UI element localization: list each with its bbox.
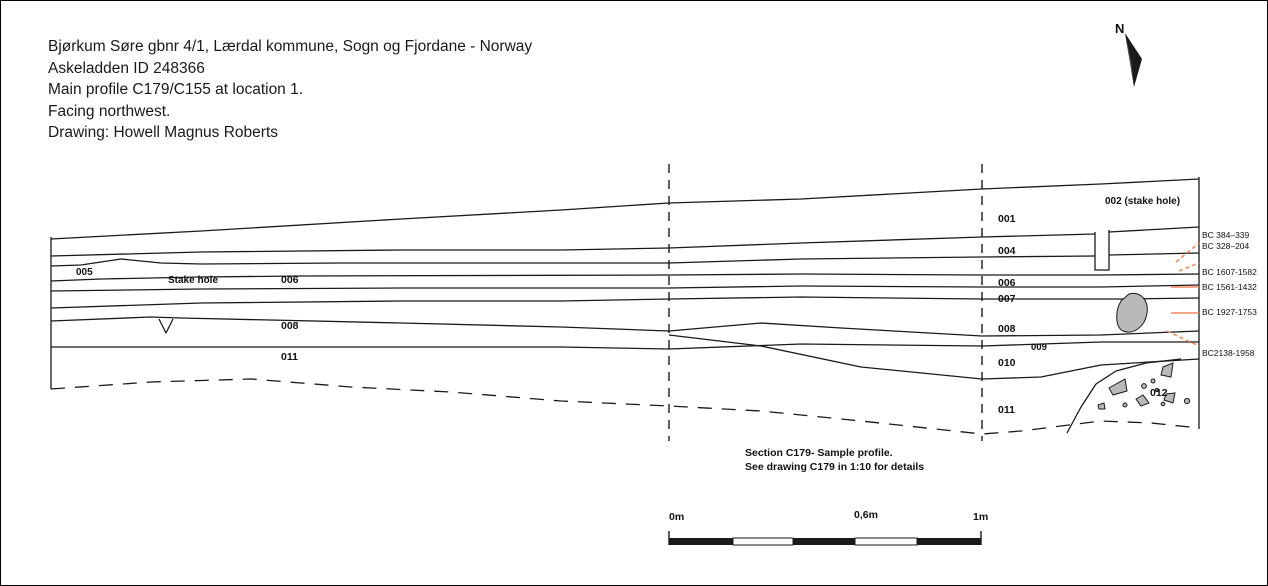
layer-label: 011 — [998, 404, 1015, 416]
layer-009-line — [51, 341, 1199, 350]
layer-label: 006 — [998, 277, 1016, 289]
layer-label: 001 — [998, 213, 1016, 225]
layer-label: 008 — [281, 320, 299, 332]
layer-007-line — [50, 296, 1200, 309]
layer-label: 007 — [998, 293, 1016, 305]
scale-bar: 0m 0,6m 1m — [668, 509, 988, 546]
radiocarbon-date: BC 1561-1432 — [1202, 282, 1257, 292]
radiocarbon-date: BC 1927-1753 — [1202, 307, 1257, 317]
section-note: Section C179- Sample profile. — [745, 447, 893, 459]
sample-marker — [1178, 262, 1200, 272]
drawing-author: Drawing: Howell Magnus Roberts — [48, 124, 279, 141]
scale-label-start: 0m — [669, 511, 684, 523]
pit-012-edge — [1066, 358, 1182, 434]
north-arrow-icon: N — [1115, 21, 1142, 87]
scale-label-mid: 0,6m — [854, 509, 878, 521]
layer-label: 010 — [998, 357, 1016, 369]
layer-005-base-line — [50, 273, 1200, 282]
layer-label: 006 — [281, 274, 299, 286]
ground-surface-line — [50, 178, 1200, 240]
profile-title: Main profile C179/C155 at location 1. — [48, 81, 304, 98]
stone — [1122, 402, 1128, 408]
layer-001-004-boundary — [50, 226, 1200, 257]
scale-segment-dark — [793, 538, 855, 545]
layer-010-line — [668, 334, 1200, 380]
sample-marker — [1175, 242, 1200, 263]
layer-label: 005 — [76, 267, 93, 278]
layer-008-line — [50, 316, 1200, 337]
stake-hole-left — [158, 318, 174, 334]
site-title: Bjørkum Søre gbnr 4/1, Lærdal kommune, S… — [48, 38, 533, 55]
scale-segment-light — [854, 537, 918, 546]
stone — [1160, 401, 1166, 407]
stone — [1150, 378, 1156, 384]
radiocarbon-date: BC2138-1958 — [1202, 348, 1255, 358]
section-note: See drawing C179 in 1:10 for details — [745, 461, 924, 473]
layer-005-line — [50, 252, 1200, 267]
radiocarbon-date: BC 384–339 — [1202, 230, 1250, 240]
scale-segment-light — [732, 537, 794, 546]
stone — [1160, 362, 1174, 378]
layer-label: 004 — [998, 245, 1016, 257]
stone — [1135, 394, 1150, 407]
sample-marker — [1166, 330, 1200, 347]
stone — [1183, 397, 1191, 405]
north-label: N — [1115, 21, 1124, 36]
stake-hole-label: Stake hole — [168, 275, 218, 286]
drawing-header: Bjørkum Søre gbnr 4/1, Lærdal kommune, S… — [48, 36, 532, 144]
layer-label: 012 — [1150, 387, 1168, 399]
stone — [1154, 387, 1160, 393]
layer-006-line — [50, 284, 1200, 292]
stone — [1108, 378, 1128, 396]
scale-label-end: 1m — [973, 511, 988, 523]
stone-large — [1116, 292, 1148, 333]
radiocarbon-date: BC 328–204 — [1202, 241, 1250, 251]
excavation-base-dashed-line — [50, 378, 1200, 435]
layer-label: 009 — [1031, 342, 1047, 353]
stone — [1097, 402, 1106, 410]
stone — [1163, 392, 1176, 404]
scale-segment-dark — [669, 538, 733, 545]
stone — [1141, 383, 1147, 389]
layer-label: 002 (stake hole) — [1105, 196, 1180, 207]
askeladden-id: Askeladden ID 248366 — [48, 59, 205, 77]
layer-label: 011 — [281, 351, 298, 363]
layer-label: 008 — [998, 323, 1016, 335]
scale-segment-dark — [917, 538, 981, 545]
stake-hole-002 — [1094, 230, 1110, 271]
radiocarbon-date: BC 1607-1582 — [1202, 267, 1257, 277]
facing-direction: Facing northwest. — [48, 102, 171, 120]
